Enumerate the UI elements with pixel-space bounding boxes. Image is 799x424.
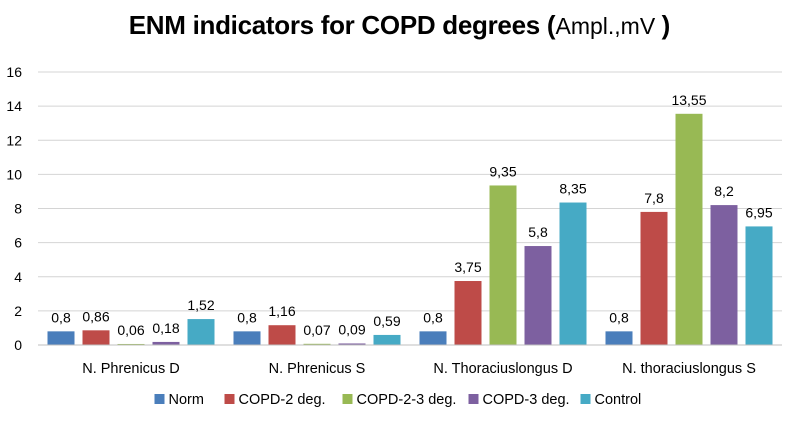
- x-category-label: N. Phrenicus D: [82, 361, 180, 377]
- legend-swatch: [342, 394, 353, 404]
- legend: Norm COPD-2 deg. COPD-2-3 deg. COPD-3 deg. C…: [154, 392, 642, 408]
- y-tick-label: 10: [6, 166, 22, 182]
- bar-value-label: 0,09: [338, 321, 365, 337]
- bar-value-label: 0,8: [423, 309, 443, 325]
- legend-label: Control: [595, 392, 642, 408]
- legend-label: COPD-2 deg.: [239, 392, 326, 408]
- data-labels: 0,8 0,86 0,06 0,18 1,52 0,8 1,16 0,07 0,09 0,59 0,…: [51, 92, 773, 338]
- bar: [675, 113, 703, 345]
- bars: [47, 113, 773, 345]
- bar: [605, 331, 633, 345]
- chart-title: ENM indicators for COPD degrees (Ampl.,m…: [0, 10, 799, 41]
- bar-value-label: 0,8: [609, 309, 629, 325]
- bar: [745, 226, 773, 345]
- bar-value-label: 8,2: [714, 183, 734, 199]
- x-category-label: N. Thoraciuslongus D: [433, 361, 572, 377]
- bar-value-label: 3,75: [454, 259, 481, 275]
- bar: [47, 331, 75, 345]
- legend-label: COPD-3 deg.: [483, 392, 570, 408]
- legend-swatch: [154, 394, 165, 404]
- chart-title-main: ENM indicators for COPD degrees: [128, 10, 547, 40]
- bar: [640, 211, 668, 345]
- y-tick-label: 16: [6, 64, 22, 80]
- y-tick-label: 8: [14, 201, 22, 217]
- chart-title-close-paren: ): [661, 10, 671, 40]
- legend-label: Norm: [169, 392, 204, 408]
- y-tick-label: 12: [6, 132, 22, 148]
- bar: [117, 343, 145, 345]
- bar: [187, 319, 215, 345]
- y-axis: 0 2 4 6 8 10 12 14 16: [6, 64, 22, 353]
- bar-value-label: 0,86: [82, 308, 109, 324]
- bar-value-label: 1,52: [187, 297, 214, 313]
- bar-value-label: 0,59: [373, 313, 400, 329]
- y-tick-label: 2: [14, 303, 22, 319]
- bar: [454, 281, 482, 345]
- x-axis: N. Phrenicus D N. Phrenicus S N. Thoracius…: [38, 344, 782, 377]
- chart-title-open-paren: (: [546, 10, 556, 40]
- chart-title-unit: Ampl.,mV: [555, 13, 662, 39]
- bar: [524, 246, 552, 345]
- y-tick-label: 4: [14, 269, 22, 285]
- bar-value-label: 9,35: [489, 163, 516, 179]
- bar: [303, 343, 331, 345]
- bar-value-label: 0,8: [51, 309, 71, 325]
- bar: [489, 185, 517, 345]
- bar-value-label: 0,07: [303, 322, 330, 338]
- bar-value-label: 6,95: [745, 204, 772, 220]
- legend-swatch: [580, 394, 591, 404]
- bar-value-label: 13,55: [671, 92, 706, 108]
- bar: [268, 325, 296, 345]
- y-tick-label: 0: [14, 337, 22, 353]
- bar: [233, 331, 261, 345]
- bar: [152, 341, 180, 345]
- legend-swatch: [224, 394, 235, 404]
- bar-value-label: 8,35: [559, 181, 586, 197]
- bar: [559, 202, 587, 345]
- bar-value-label: 7,8: [644, 190, 664, 206]
- bar: [710, 205, 738, 345]
- bar: [338, 343, 366, 345]
- bar-value-label: 0,8: [237, 309, 257, 325]
- x-category-label: N. Phrenicus S: [269, 361, 366, 377]
- bar-value-label: 0,18: [152, 320, 179, 336]
- y-tick-label: 14: [6, 98, 22, 114]
- bar-value-label: 5,8: [528, 224, 548, 240]
- bar-value-label: 1,16: [268, 303, 295, 319]
- bar-value-label: 0,06: [117, 322, 144, 338]
- x-category-label: N. thoraciuslongus S: [622, 361, 756, 377]
- y-tick-label: 6: [14, 235, 22, 251]
- gridlines: [38, 71, 782, 346]
- legend-label: COPD-2-3 deg.: [357, 392, 457, 408]
- bar: [419, 331, 447, 345]
- bar: [373, 334, 401, 345]
- bar: [82, 330, 110, 345]
- legend-swatch: [468, 394, 479, 404]
